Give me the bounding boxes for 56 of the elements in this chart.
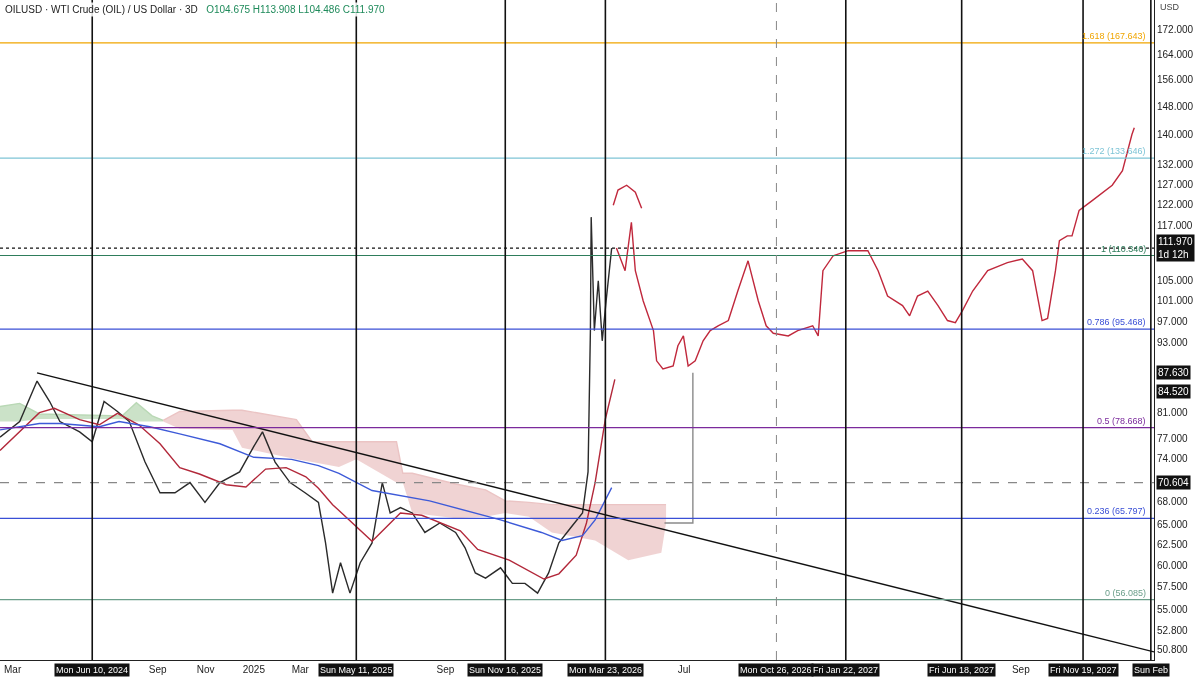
ref-line-label: Mon Jun 10, 2024 (56, 665, 129, 675)
y-tick-label: 57.500 (1157, 581, 1189, 593)
y-tick-label: 105.000 (1157, 275, 1194, 287)
y-tick-label: 50.800 (1157, 644, 1189, 656)
ref-line-label: Mon Oct 26, 2026 (740, 665, 812, 675)
ref-line-label: Sun Nov 16, 2025 (469, 665, 542, 675)
y-tick-label: 164.000 (1157, 48, 1194, 60)
x-tick-label: Nov (196, 664, 215, 675)
annotation: 84.520 (1158, 386, 1190, 397)
y-axis-title: USD (1160, 2, 1180, 12)
line-series (0, 216, 613, 594)
x-tick-label: 2025 (242, 664, 266, 675)
y-tick-label: 81.000 (1157, 407, 1189, 419)
y-tick-label: 127.000 (1157, 178, 1194, 190)
y-tick-label: 101.000 (1157, 295, 1194, 307)
ref-line-label: Fri Jan 22, 2027 (813, 665, 879, 675)
ref-line-label: 0.5 (78.668) (1097, 416, 1146, 426)
y-tick-label: 172.000 (1157, 24, 1194, 36)
y-tick-label: 62.500 (1157, 539, 1189, 551)
y-tick-label: 156.000 (1157, 73, 1194, 85)
ref-line-label: Sun May 11, 2025 (320, 665, 393, 675)
ref-line-label: 0.236 (65.797) (1087, 506, 1146, 516)
ref-line-label: Mon Mar 23, 2026 (569, 665, 643, 675)
y-tick-label: 140.000 (1157, 129, 1194, 140)
y-tick-label: 132.000 (1157, 158, 1194, 170)
ref-line-label: 1 (110.346) (1101, 244, 1147, 254)
x-tick-label: Sep (1011, 664, 1031, 675)
y-tick-label: 77.000 (1157, 432, 1189, 444)
ref-line-label: 0 (56.085) (1105, 588, 1147, 598)
y-tick-label: 68.000 (1157, 496, 1189, 508)
ref-line-label: 0.786 (95.468) (1087, 317, 1146, 327)
x-tick-label: Sep (436, 664, 455, 675)
line-series (612, 184, 643, 209)
ref-line-label: Fri Nov 19, 2027 (1050, 665, 1117, 675)
y-tick-label: 55.000 (1157, 604, 1189, 616)
y-tick-label: 65.000 (1157, 519, 1189, 531)
chart-title: OILUSD · WTI Crude (OIL) / US Dollar · 3D (5, 4, 198, 15)
ref-line-label: Sun Feb (1134, 665, 1169, 675)
ref-line-label: Fri Jun 18, 2027 (929, 665, 995, 675)
y-tick-label: 74.000 (1157, 453, 1189, 465)
chart-subtitle: O104.675 H113.908 L104.486 C111.970 (206, 4, 386, 15)
line-series (0, 378, 616, 580)
y-tick-label: 97.000 (1157, 315, 1189, 327)
annotation: 87.630 (1158, 367, 1190, 378)
y-tick-label: 117.000 (1157, 220, 1193, 232)
y-tick-label: 148.000 (1157, 100, 1194, 112)
ref-line-label: 70.604 (1158, 477, 1190, 488)
x-tick-label: Mar (3, 664, 22, 675)
ref-line-label: 111.970 1d 12h (1158, 236, 1194, 260)
y-tick-label: 52.800 (1157, 624, 1189, 636)
y-tick-label: 60.000 (1157, 559, 1189, 571)
x-tick-label: Sep (148, 664, 167, 675)
y-tick-label: 93.000 (1157, 336, 1189, 348)
x-tick-label: Mar (291, 664, 310, 675)
y-tick-label: 122.000 (1157, 198, 1194, 210)
x-tick-label: Jul (677, 664, 691, 675)
